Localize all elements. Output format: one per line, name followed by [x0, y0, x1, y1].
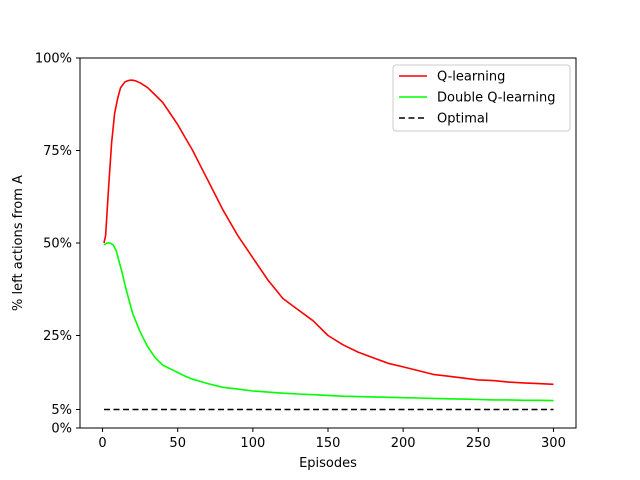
- series-line-1: [103, 242, 554, 402]
- y-tick-label: 0%: [51, 422, 72, 437]
- legend-label: Double Q-learning: [437, 91, 556, 106]
- x-tick-label: 0: [98, 436, 106, 451]
- x-tick-label: 300: [541, 436, 566, 451]
- y-tick-label: 5%: [51, 403, 72, 418]
- y-axis-label: % left actions from A: [11, 175, 26, 311]
- y-tick-label: 100%: [35, 52, 72, 67]
- legend-label: Optimal: [437, 112, 488, 127]
- x-tick-label: 250: [466, 436, 491, 451]
- x-axis-label: Episodes: [299, 456, 357, 471]
- legend: Q-learning Double Q-learning Optimal: [392, 64, 571, 132]
- series-line-0: [103, 79, 554, 386]
- legend-label: Q-learning: [437, 70, 505, 85]
- y-tick-label: 75%: [43, 144, 72, 159]
- x-axis: 0 50 100 150 200 250 300: [98, 428, 566, 451]
- x-tick-label: 200: [391, 436, 416, 451]
- y-tick-label: 25%: [43, 329, 72, 344]
- x-tick-label: 100: [240, 436, 265, 451]
- y-axis: 0% 5% 25% 50% 75% 100%: [35, 52, 80, 437]
- y-tick-label: 50%: [43, 237, 72, 252]
- plot-lines: [103, 79, 554, 411]
- legend-box: [392, 64, 571, 132]
- x-tick-label: 50: [169, 436, 186, 451]
- x-tick-label: 150: [316, 436, 341, 451]
